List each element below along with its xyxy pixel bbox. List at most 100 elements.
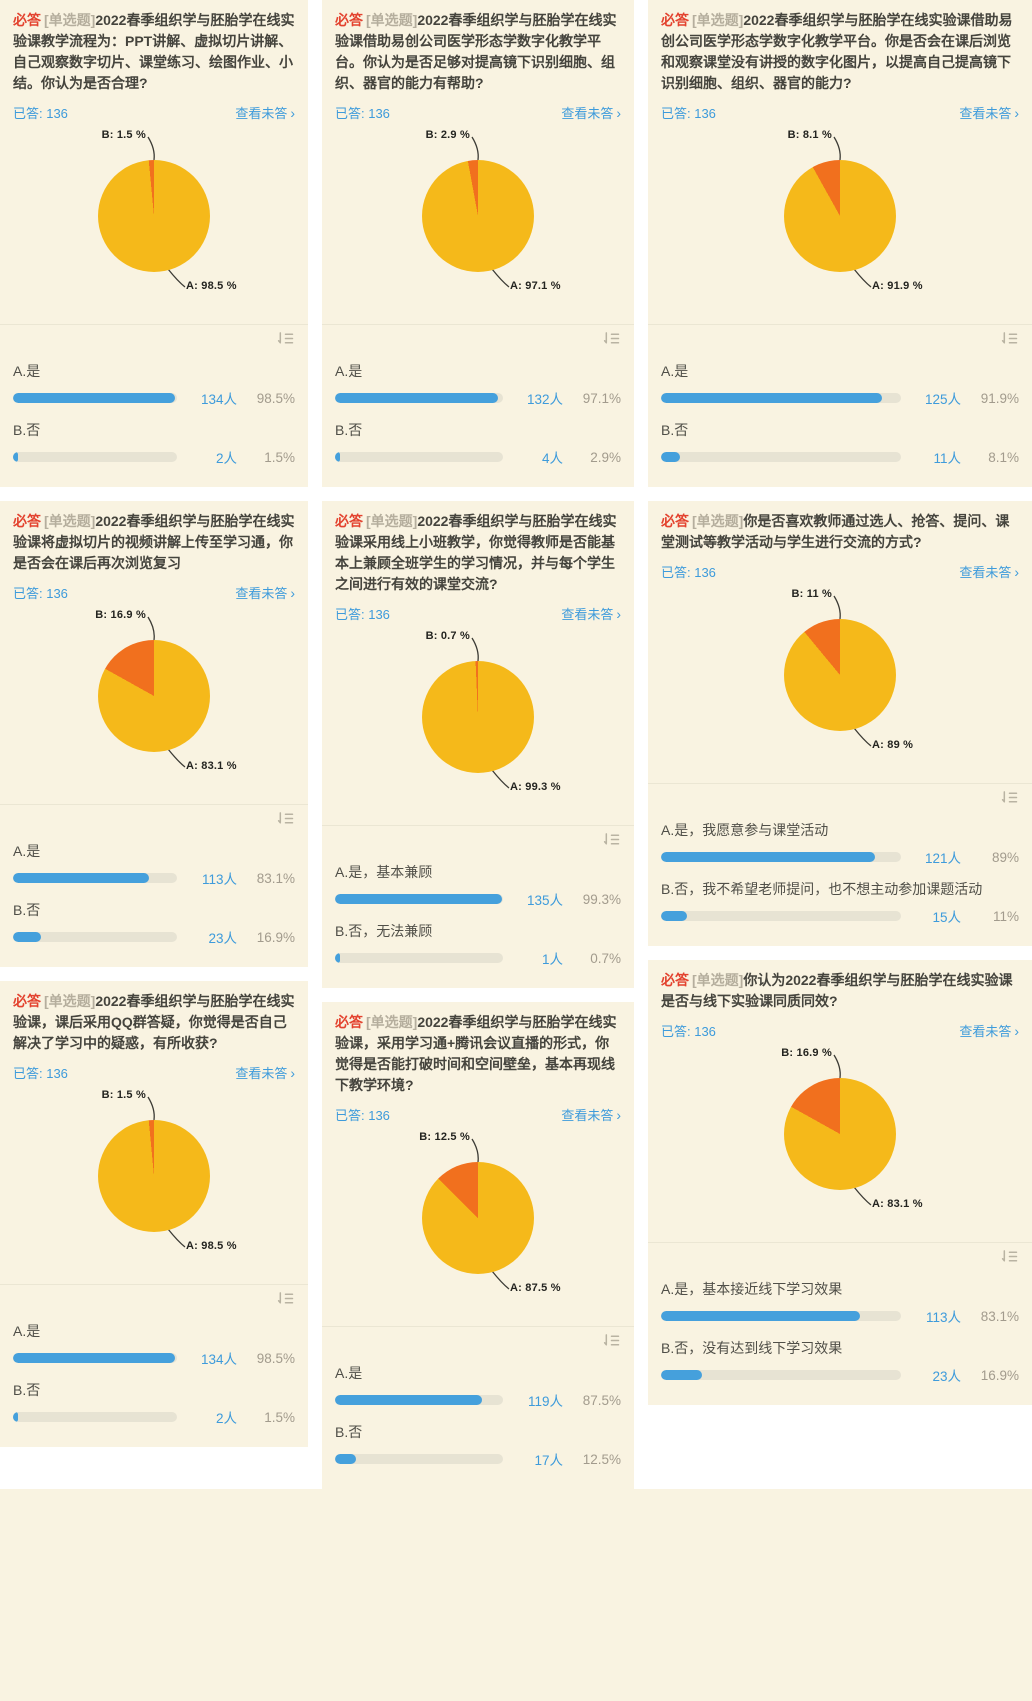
pie-graphic [784,1078,896,1190]
pie-slice-b-label: B: 2.9 % [425,129,470,141]
question-text: 必答 [单选题]2022春季组织学与胚胎学在线实验课将虚拟切片的视频讲解上传至学习… [13,511,295,574]
sort-descending-icon[interactable] [275,331,295,346]
view-unanswered-label: 查看未答 [561,607,614,622]
option-count: 17人 [534,1453,563,1468]
question-type-label: [单选题] [366,513,418,529]
option-row-b: B.否，无法兼顾 1人 0.7% [335,921,621,968]
option-percent: 83.1% [980,1308,1019,1324]
sort-descending-icon[interactable] [999,331,1019,346]
option-label: B.否 [335,422,363,438]
option-label: A.是 [335,1365,363,1381]
view-unanswered-link[interactable]: 查看未答 › [959,562,1019,581]
view-unanswered-link[interactable]: 查看未答 › [561,604,621,623]
option-bar [13,1353,177,1363]
option-percent: 83.1% [256,870,295,886]
question-card-7: 必答 [单选题]2022春季组织学与胚胎学在线实验课，课后采用QQ群答疑，你觉得是… [0,981,308,1447]
question-meta: 已答: 136 查看未答 › [13,583,295,602]
option-label: A.是 [335,363,363,379]
results-section: A.是 134人 98.5% B.否 2人 1.5% [0,324,308,487]
option-row-a: A.是 134人 98.5% [13,1321,295,1368]
column-1: 必答 [单选题]2022春季组织学与胚胎学在线实验课教学流程为：PPT讲解、虚拟切… [0,0,308,1447]
option-row-a: A.是 134人 98.5% [13,361,295,408]
required-badge: 必答 [661,972,689,988]
option-bar [661,852,901,862]
option-row-b: B.否，没有达到线下学习效果 23人 16.9% [661,1338,1019,1385]
pie-chart: B: 11 % A: 89 % [720,583,960,779]
view-unanswered-link[interactable]: 查看未答 › [235,103,295,122]
view-unanswered-link[interactable]: 查看未答 › [235,583,295,602]
question-text: 必答 [单选题]2022春季组织学与胚胎学在线实验课采用线上小班教学，你觉得教师是… [335,511,621,595]
question-meta: 已答: 136 查看未答 › [661,1021,1019,1040]
pie-chart: B: 2.9 % A: 97.1 % [358,124,598,320]
view-unanswered-link[interactable]: 查看未答 › [959,1021,1019,1040]
option-count: 132人 [526,392,563,407]
required-badge: 必答 [335,1014,363,1030]
question-card-2: 必答 [单选题]2022春季组织学与胚胎学在线实验课借助易创公司医学形态学数字化教… [322,0,634,487]
question-meta: 已答: 136 查看未答 › [335,1105,621,1124]
view-unanswered-link[interactable]: 查看未答 › [561,103,621,122]
question-text: 必答 [单选题]2022春季组织学与胚胎学在线实验课教学流程为：PPT讲解、虚拟切… [13,10,295,94]
question-type-label: [单选题] [44,12,96,28]
pie-graphic [98,160,210,272]
question-type-label: [单选题] [692,513,744,529]
option-label: A.是 [13,1323,41,1339]
option-label: B.否，无法兼顾 [335,923,433,939]
view-unanswered-link[interactable]: 查看未答 › [235,1063,295,1082]
required-badge: 必答 [335,12,363,28]
option-label: B.否，我不希望老师提问，也不想主动参加课题活动 [661,881,983,897]
option-bar [661,911,901,921]
answered-count: 已答: 136 [661,565,716,580]
pie-slice-a-label: A: 83.1 % [186,760,237,772]
question-text: 必答 [单选题]你是否喜欢教师通过选人、抢答、提问、课堂测试等教学活动与学生进行交… [661,511,1019,553]
option-label: B.否 [661,422,689,438]
option-bar [13,873,177,883]
view-unanswered-link[interactable]: 查看未答 › [561,1105,621,1124]
sort-descending-icon[interactable] [601,331,621,346]
option-row-b: B.否 11人 8.1% [661,420,1019,467]
option-percent: 1.5% [264,449,295,465]
chevron-right-icon: › [290,585,295,601]
option-bar [661,1311,901,1321]
option-count: 134人 [200,392,237,407]
question-title: 你是否喜欢教师通过选人、抢答、提问、课堂测试等教学活动与学生进行交流的方式? [661,513,1010,550]
pie-leader-lines [471,637,510,789]
option-percent: 1.5% [264,1409,295,1425]
results-section: A.是 132人 97.1% B.否 4人 2.9% [322,324,634,487]
pie-slice-b-label: B: 1.5 % [101,129,146,141]
option-label: A.是，我愿意参与课堂活动 [661,822,829,838]
sort-descending-icon[interactable] [999,790,1019,805]
results-section: A.是，基本接近线下学习效果 113人 83.1% B.否，没有达到线下学习效果 … [648,1242,1032,1405]
question-meta: 已答: 136 查看未答 › [13,103,295,122]
sort-descending-icon[interactable] [601,832,621,847]
option-label: B.否 [13,1382,41,1398]
pie-slice-a-label: A: 89 % [872,739,914,751]
option-bar [335,452,503,462]
sort-descending-icon[interactable] [999,1249,1019,1264]
chevron-right-icon: › [1014,105,1019,121]
option-count: 135人 [526,893,563,908]
question-meta: 已答: 136 查看未答 › [335,103,621,122]
question-meta: 已答: 136 查看未答 › [13,1063,295,1082]
sort-descending-icon[interactable] [601,1333,621,1348]
pie-slice-b-label: B: 12.5 % [419,1131,470,1143]
pie-graphic [422,661,534,773]
question-meta: 已答: 136 查看未答 › [335,604,621,623]
sort-descending-icon[interactable] [275,1291,295,1306]
question-text: 必答 [单选题]2022春季组织学与胚胎学在线实验课借助易创公司医学形态学数字化教… [335,10,621,94]
option-label: A.是 [661,363,689,379]
pie-slice-b-label: B: 1.5 % [101,1089,146,1101]
pie-chart: B: 16.9 % A: 83.1 % [720,1042,960,1238]
pie-slice-b-label: B: 16.9 % [95,609,146,621]
pie-chart: B: 0.7 % A: 99.3 % [358,625,598,821]
option-percent: 98.5% [256,1350,295,1366]
option-count: 4人 [541,451,563,466]
results-section: A.是，基本兼顾 135人 99.3% B.否，无法兼顾 1人 0.7% [322,825,634,988]
option-count: 113人 [925,1310,961,1325]
pie-slice-b-label: B: 11 % [791,588,832,600]
question-type-label: [单选题] [44,513,96,529]
pie-slice-a-label: A: 97.1 % [510,280,561,292]
view-unanswered-link[interactable]: 查看未答 › [959,103,1019,122]
pie-slice-b-label: B: 8.1 % [787,129,832,141]
sort-descending-icon[interactable] [275,811,295,826]
view-unanswered-label: 查看未答 [561,106,614,121]
